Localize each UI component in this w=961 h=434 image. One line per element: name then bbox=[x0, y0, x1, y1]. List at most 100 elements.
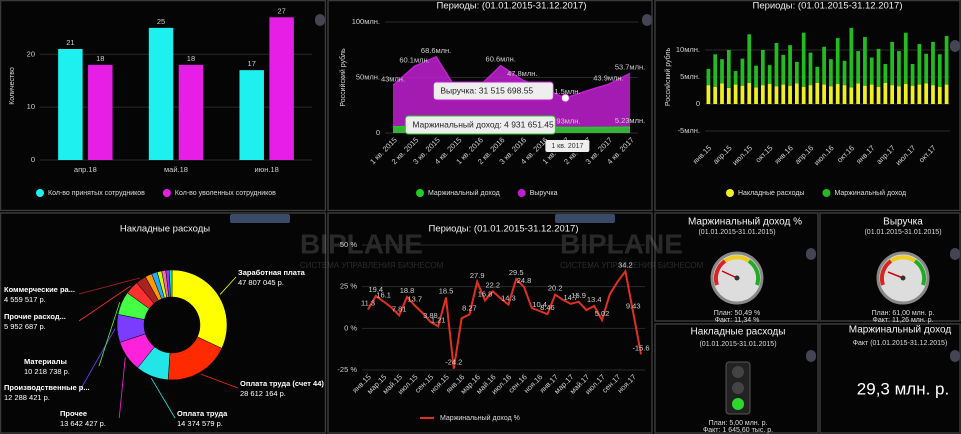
bar-segment bbox=[856, 51, 860, 84]
y-tick-label: 0 % bbox=[344, 323, 357, 332]
slice-value: 28 612 164 р. bbox=[240, 389, 286, 398]
leader-line bbox=[98, 302, 121, 367]
bar-segment bbox=[801, 86, 806, 104]
y-tick-label: -25 % bbox=[337, 365, 357, 374]
legend-marker bbox=[416, 189, 424, 197]
leader-line bbox=[118, 357, 126, 419]
widget-plan: План: 50,49 % bbox=[714, 310, 760, 317]
tooltip-text: Маржинальный доход: 4 931 651.45 bbox=[412, 119, 554, 129]
slice-value: 10 218 738 р. bbox=[24, 367, 70, 376]
data-label: 9.43 bbox=[626, 302, 641, 311]
slice-value: 47 807 045 р. bbox=[238, 278, 284, 287]
data-label: 18.5 bbox=[439, 286, 454, 295]
widget-title: Накладные расходы bbox=[691, 327, 786, 338]
widget-value: 29,3 млн. р. bbox=[857, 379, 949, 398]
bar-segment bbox=[937, 86, 942, 104]
menu-button[interactable] bbox=[806, 248, 816, 260]
bar bbox=[239, 70, 264, 160]
bar-segment bbox=[863, 37, 867, 86]
menu-button[interactable] bbox=[642, 14, 652, 26]
widget-period: Факт (01.01.2015-31.12.2015) bbox=[853, 340, 948, 347]
legend-label: Кол-во принятых сотрудников bbox=[48, 190, 145, 197]
bar-segment bbox=[720, 59, 724, 84]
data-label: -15.6 bbox=[632, 343, 649, 352]
bar-segment bbox=[944, 84, 949, 104]
leader-line bbox=[150, 377, 176, 419]
tooltip-box bbox=[404, 115, 556, 135]
bar-segment bbox=[835, 84, 840, 104]
bar-segment bbox=[924, 83, 929, 104]
panel bbox=[654, 0, 961, 212]
data-label: 60.1млн. bbox=[399, 55, 429, 64]
data-label: 13.4 bbox=[587, 295, 602, 304]
bar bbox=[178, 64, 204, 160]
bar-segment bbox=[883, 64, 888, 83]
chart-title: Периоды: (01.01.2015-31.12.2017) bbox=[428, 224, 578, 235]
y-tick-label: 0 bbox=[31, 155, 35, 164]
data-label: 17 bbox=[248, 59, 256, 68]
bar-segment bbox=[720, 83, 724, 104]
data-label: 14.7 bbox=[563, 293, 578, 302]
bar-segment bbox=[869, 57, 874, 85]
bar-segment bbox=[767, 65, 772, 85]
bar-segment bbox=[910, 85, 915, 104]
data-label: 8.27 bbox=[462, 304, 477, 313]
menu-button[interactable] bbox=[806, 350, 816, 362]
widget-fact: Факт: 11,26 млн. р. bbox=[873, 317, 934, 324]
data-label: 27 bbox=[277, 6, 285, 15]
bar-segment bbox=[829, 86, 833, 104]
bar-segment bbox=[754, 87, 758, 104]
bar-segment bbox=[944, 35, 949, 85]
data-label: 18 bbox=[187, 54, 195, 63]
menu-button[interactable] bbox=[315, 14, 325, 26]
legend-marker bbox=[822, 189, 831, 197]
chart-title: Периоды: (01.01.2015-31.12.2017) bbox=[436, 1, 586, 12]
bar-segment bbox=[740, 85, 745, 104]
menu-button[interactable] bbox=[950, 40, 960, 52]
x-tick-label: май.18 bbox=[164, 165, 188, 174]
bar-segment bbox=[706, 85, 711, 104]
bar-segment bbox=[747, 82, 752, 104]
legend-label: Маржинальный доход bbox=[428, 189, 500, 197]
y-tick-label: 25 % bbox=[340, 282, 357, 291]
x-tick-label: июн.18 bbox=[254, 165, 278, 174]
bar-segment bbox=[849, 87, 854, 104]
bar-segment bbox=[781, 54, 786, 85]
bar-segment bbox=[869, 84, 874, 104]
data-label: 3.88 bbox=[423, 311, 438, 320]
widget-fact: Факт: 1 645,60 тыс. р. bbox=[703, 427, 773, 434]
bar-segment bbox=[815, 66, 820, 83]
data-label: 47.8млн. bbox=[507, 69, 537, 78]
toolbar[interactable] bbox=[555, 214, 615, 223]
legend-label: Маржинальный доход % bbox=[440, 414, 520, 422]
bar-segment bbox=[740, 58, 745, 86]
bar-segment bbox=[917, 84, 922, 104]
data-label: 13.7 bbox=[407, 294, 422, 303]
y-tick-label: 100млн. bbox=[352, 17, 380, 26]
leader-line bbox=[78, 277, 140, 295]
legend-marker bbox=[517, 189, 526, 197]
bar-segment bbox=[754, 65, 758, 88]
bar-segment bbox=[788, 85, 792, 104]
legend-label: Кол-во уволенных сотрудников bbox=[175, 190, 276, 197]
tooltip-box bbox=[545, 140, 590, 152]
legend-label: Накладные расходы bbox=[738, 190, 804, 197]
bar-segment bbox=[835, 38, 840, 85]
toolbar[interactable] bbox=[230, 214, 290, 223]
bar-segment bbox=[903, 32, 908, 85]
data-label: 60.6млн. bbox=[486, 55, 516, 64]
slice-label: Прочее bbox=[60, 409, 87, 418]
bar-segment bbox=[795, 83, 799, 104]
bar-segment bbox=[897, 51, 901, 87]
menu-button[interactable] bbox=[950, 248, 960, 260]
data-label: 8.46 bbox=[540, 303, 555, 312]
data-label: 5.02 bbox=[595, 309, 610, 318]
bar-segment bbox=[795, 61, 799, 84]
bar-segment bbox=[747, 34, 752, 83]
bar-segment bbox=[842, 85, 847, 104]
donut-slice bbox=[168, 269, 173, 298]
y-tick-label: 20 bbox=[27, 49, 35, 58]
menu-button[interactable] bbox=[950, 350, 960, 362]
